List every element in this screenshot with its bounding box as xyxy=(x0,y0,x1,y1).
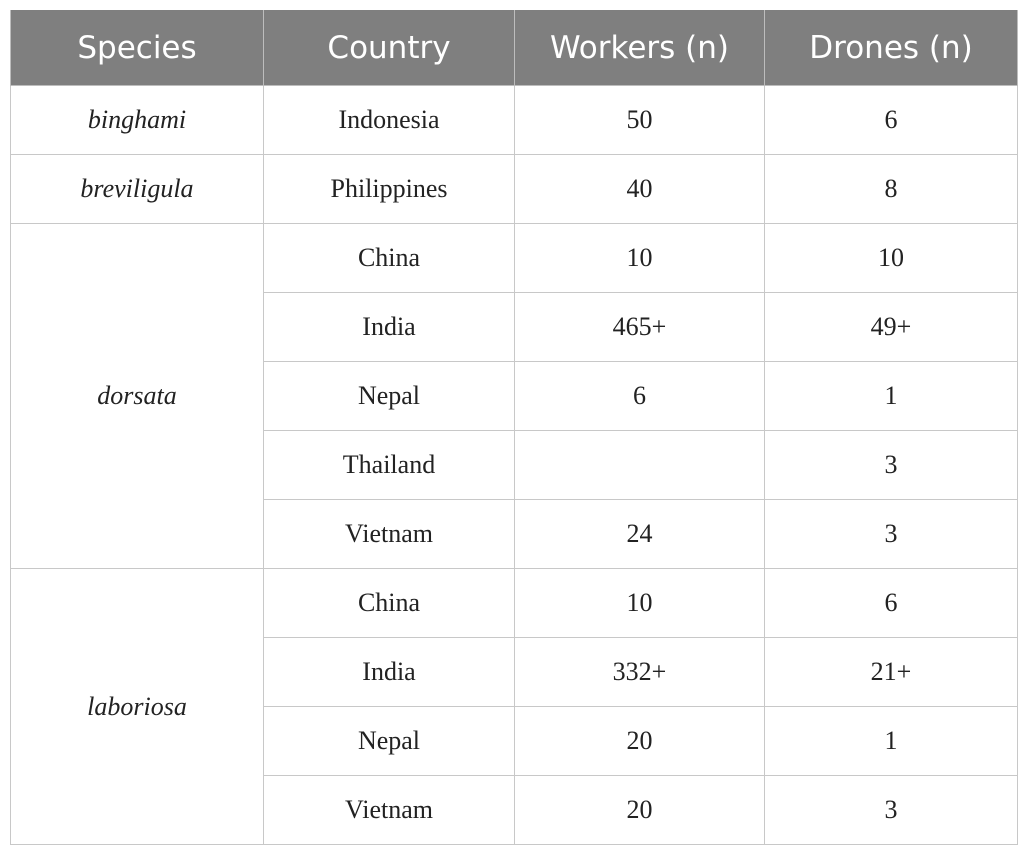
species-cell: laboriosa xyxy=(10,568,264,845)
country-cell: China xyxy=(263,223,515,293)
table-row: Nepal 20 1 xyxy=(11,706,1018,776)
count-cell: 50 xyxy=(514,85,765,155)
table-row: Vietnam 20 3 xyxy=(11,775,1018,845)
country-cell: Thailand xyxy=(263,430,515,500)
country-cell: Indonesia xyxy=(263,85,515,155)
table-row: laboriosa China 10 6 xyxy=(10,568,1018,845)
count-cell: 20 xyxy=(514,775,765,845)
count-cell: 6 xyxy=(514,361,765,431)
count-cell: 10 xyxy=(764,223,1018,293)
column-header: Country xyxy=(263,10,515,86)
table-header: Species Country Workers (n) Drones (n) xyxy=(10,10,1018,86)
count-cell: 8 xyxy=(764,154,1018,224)
count-cell xyxy=(514,430,765,500)
country-cell: Vietnam xyxy=(263,499,515,569)
count-cell: 3 xyxy=(764,775,1018,845)
table-row: India 332+ 21+ xyxy=(11,637,1018,707)
column-header: Drones (n) xyxy=(764,10,1018,86)
table-row: Thailand 3 xyxy=(11,430,1018,500)
country-cell: Nepal xyxy=(263,706,515,776)
country-cell: China xyxy=(263,568,515,638)
count-cell: 20 xyxy=(514,706,765,776)
count-cell: 3 xyxy=(764,499,1018,569)
country-cell: Vietnam xyxy=(263,775,515,845)
count-cell: 40 xyxy=(514,154,765,224)
count-cell: 24 xyxy=(514,499,765,569)
table-row: India 465+ 49+ xyxy=(11,292,1018,362)
column-header: Species xyxy=(10,10,264,86)
table-row: dorsata China 10 10 xyxy=(10,223,1018,569)
table-row: breviligula Philippines 40 8 xyxy=(10,154,1018,224)
count-cell: 3 xyxy=(764,430,1018,500)
count-cell: 332+ xyxy=(514,637,765,707)
count-cell: 6 xyxy=(764,85,1018,155)
count-cell: 465+ xyxy=(514,292,765,362)
count-cell: 10 xyxy=(514,568,765,638)
table-row: binghami Indonesia 50 6 xyxy=(10,85,1018,155)
country-cell: India xyxy=(263,292,515,362)
table-body: binghami Indonesia 50 6 breviligula Philippin… xyxy=(10,85,1018,845)
species-cell: dorsata xyxy=(10,223,264,569)
count-cell: 21+ xyxy=(764,637,1018,707)
count-cell: 6 xyxy=(764,568,1018,638)
country-cell: India xyxy=(263,637,515,707)
count-cell: 49+ xyxy=(764,292,1018,362)
header-row: Species Country Workers (n) Drones (n) xyxy=(10,10,1018,86)
country-cell: Philippines xyxy=(263,154,515,224)
count-cell: 1 xyxy=(764,361,1018,431)
column-header: Workers (n) xyxy=(514,10,765,86)
country-cell: Nepal xyxy=(263,361,515,431)
count-cell: 1 xyxy=(764,706,1018,776)
data-table: Species Country Workers (n) Drones (n) bing… xyxy=(10,10,1018,845)
species-cell: breviligula xyxy=(10,154,264,224)
count-cell: 10 xyxy=(514,223,765,293)
species-cell: binghami xyxy=(10,85,264,155)
